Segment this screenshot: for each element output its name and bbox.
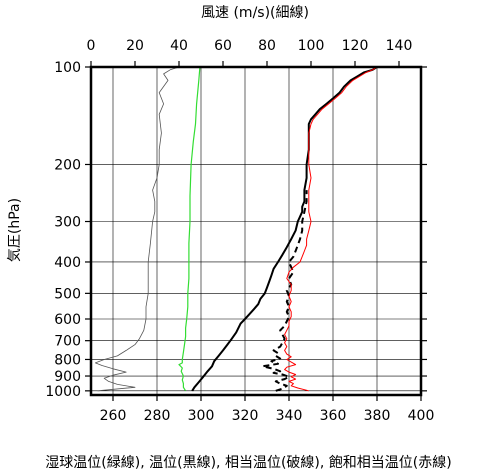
x-bottom-tick-label: 260: [100, 408, 127, 424]
x-top-tick-label: 20: [126, 38, 144, 54]
y-tick-label: 400: [54, 255, 81, 271]
y-tick-label: 800: [54, 352, 81, 368]
x-top-tick-label: 140: [386, 38, 413, 54]
y-tick-label: 600: [54, 312, 81, 328]
x-top-tick-label: 100: [298, 38, 325, 54]
x-top-tick-label: 80: [258, 38, 276, 54]
y-tick-label: 900: [54, 369, 81, 385]
series-line-0: [95, 66, 180, 392]
y-tick-label: 700: [54, 334, 81, 350]
x-top-tick-label: 60: [214, 38, 232, 54]
y-tick-label: 500: [54, 286, 81, 302]
x-bottom-tick-label: 280: [144, 408, 171, 424]
x-bottom-tick-label: 300: [188, 408, 215, 424]
series-line-3: [261, 190, 308, 392]
x-top-tick-label: 0: [87, 38, 96, 54]
series-line-4: [284, 66, 378, 392]
series-line-2: [191, 66, 378, 392]
x-bottom-tick-label: 340: [276, 408, 303, 424]
series-line-1: [178, 66, 201, 392]
y-tick-label: 1000: [45, 384, 81, 400]
y-tick-label: 100: [54, 60, 81, 76]
plot-frame: [89, 65, 423, 397]
y-tick-label: 200: [54, 157, 81, 173]
y-tick-label: 300: [54, 215, 81, 231]
x-top-tick-label: 40: [170, 38, 188, 54]
x-bottom-tick-label: 320: [232, 408, 259, 424]
x-bottom-tick-label: 380: [364, 408, 391, 424]
bottom-axis-title: 湿球温位(緑線), 温位(黒線), 相当温位(破線), 飽和相当温位(赤線): [45, 455, 452, 471]
x-top-tick-label: 120: [342, 38, 369, 54]
x-bottom-tick-label: 360: [320, 408, 347, 424]
x-bottom-tick-label: 400: [408, 408, 435, 424]
top-axis-title: 風速 (m/s)(細線): [201, 5, 309, 21]
